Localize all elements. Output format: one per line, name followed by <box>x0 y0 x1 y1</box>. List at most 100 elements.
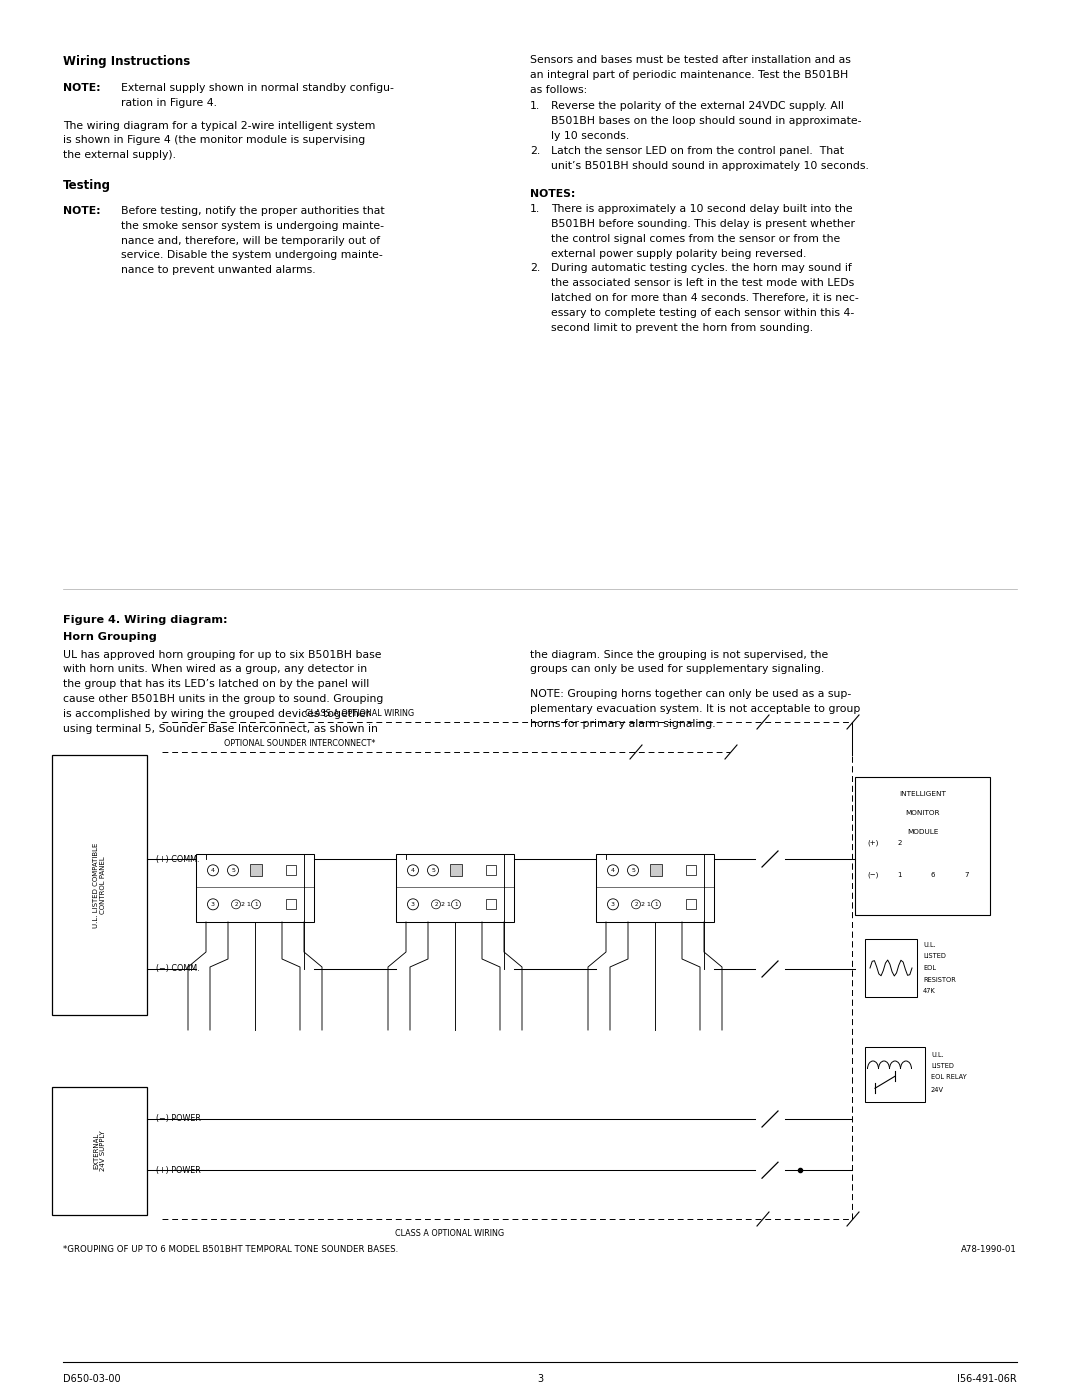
Text: B501BH before sounding. This delay is present whether: B501BH before sounding. This delay is pr… <box>551 219 855 229</box>
Text: 4: 4 <box>211 868 215 873</box>
Text: the smoke sensor system is undergoing mainte-: the smoke sensor system is undergoing ma… <box>121 221 384 231</box>
Bar <box>686 900 696 909</box>
Text: Latch the sensor LED on from the control panel.  That: Latch the sensor LED on from the control… <box>551 145 843 156</box>
Text: LISTED: LISTED <box>931 1063 954 1069</box>
Text: 1.: 1. <box>530 204 540 214</box>
Text: external power supply polarity being reversed.: external power supply polarity being rev… <box>551 249 807 258</box>
Bar <box>52 1087 147 1215</box>
Text: 2 1: 2 1 <box>441 902 451 907</box>
Bar <box>450 865 462 876</box>
Text: 2 1: 2 1 <box>241 902 251 907</box>
Bar <box>596 854 714 922</box>
Text: 2: 2 <box>234 902 238 907</box>
Text: ly 10 seconds.: ly 10 seconds. <box>551 131 630 141</box>
Text: 1: 1 <box>455 902 458 907</box>
Text: using terminal 5, Sounder Base Interconnect, as shown in: using terminal 5, Sounder Base Interconn… <box>63 724 378 733</box>
Bar <box>52 754 147 1016</box>
Text: The wiring diagram for a typical 2-wire intelligent system: The wiring diagram for a typical 2-wire … <box>63 120 376 130</box>
Text: Wiring Instructions: Wiring Instructions <box>63 54 190 68</box>
Bar <box>195 854 314 922</box>
Text: 3: 3 <box>611 902 615 907</box>
Text: INTELLIGENT: INTELLIGENT <box>899 791 946 798</box>
Text: 1: 1 <box>254 902 258 907</box>
Text: EXTERNAL
24V SUPPLY: EXTERNAL 24V SUPPLY <box>93 1130 106 1171</box>
Text: 5: 5 <box>631 868 635 873</box>
Text: as follows:: as follows: <box>530 85 588 95</box>
Text: the group that has its LED’s latched on by the panel will: the group that has its LED’s latched on … <box>63 679 369 689</box>
Text: *GROUPING OF UP TO 6 MODEL B501BHT TEMPORAL TONE SOUNDER BASES.: *GROUPING OF UP TO 6 MODEL B501BHT TEMPO… <box>63 1245 399 1255</box>
Text: CLASS A OPTIONAL WIRING: CLASS A OPTIONAL WIRING <box>306 710 415 718</box>
Text: latched on for more than 4 seconds. Therefore, it is nec-: latched on for more than 4 seconds. Ther… <box>551 293 859 303</box>
Text: 5: 5 <box>231 868 235 873</box>
Text: NOTE:: NOTE: <box>63 205 100 217</box>
Text: During automatic testing cycles. the horn may sound if: During automatic testing cycles. the hor… <box>551 264 852 274</box>
Text: 6: 6 <box>931 872 935 877</box>
Bar <box>396 854 514 922</box>
Text: UL has approved horn grouping for up to six B501BH base: UL has approved horn grouping for up to … <box>63 650 381 659</box>
Text: 24V: 24V <box>931 1087 944 1092</box>
Text: (+) POWER: (+) POWER <box>156 1165 201 1175</box>
Text: Reverse the polarity of the external 24VDC supply. All: Reverse the polarity of the external 24V… <box>551 102 843 112</box>
Text: NOTE:: NOTE: <box>63 82 100 94</box>
Text: the diagram. Since the grouping is not supervised, the: the diagram. Since the grouping is not s… <box>530 650 828 659</box>
Bar <box>486 865 496 876</box>
Text: Sensors and bases must be tested after installation and as: Sensors and bases must be tested after i… <box>530 54 851 66</box>
Text: Figure 4. Wiring diagram:: Figure 4. Wiring diagram: <box>63 615 228 624</box>
Text: (−) POWER: (−) POWER <box>156 1115 201 1123</box>
Text: with horn units. When wired as a group, any detector in: with horn units. When wired as a group, … <box>63 665 367 675</box>
Text: 2.: 2. <box>530 264 540 274</box>
Text: second limit to prevent the horn from sounding.: second limit to prevent the horn from so… <box>551 323 813 332</box>
Bar <box>865 1046 924 1102</box>
Text: 1.: 1. <box>530 102 540 112</box>
Text: D650-03-00: D650-03-00 <box>63 1375 121 1384</box>
Text: LISTED: LISTED <box>923 953 946 960</box>
Text: 2: 2 <box>434 902 437 907</box>
Text: NOTES:: NOTES: <box>530 190 576 200</box>
Text: U.L.: U.L. <box>931 1052 944 1059</box>
Text: NOTE: Grouping horns together can only be used as a sup-: NOTE: Grouping horns together can only b… <box>530 689 851 700</box>
Text: RESISTOR: RESISTOR <box>923 977 956 982</box>
Text: External supply shown in normal standby configu-: External supply shown in normal standby … <box>121 82 394 94</box>
Bar <box>486 900 496 909</box>
Text: EOL RELAY: EOL RELAY <box>931 1074 967 1080</box>
Text: ration in Figure 4.: ration in Figure 4. <box>121 98 217 108</box>
Text: OPTIONAL SOUNDER INTERCONNECT*: OPTIONAL SOUNDER INTERCONNECT* <box>225 739 376 747</box>
Text: essary to complete testing of each sensor within this 4-: essary to complete testing of each senso… <box>551 307 854 317</box>
Text: 4: 4 <box>611 868 615 873</box>
Text: 3: 3 <box>537 1375 543 1384</box>
Text: I56-491-06R: I56-491-06R <box>957 1375 1017 1384</box>
Text: A78-1990-01: A78-1990-01 <box>961 1245 1017 1255</box>
Text: (+) COMM.: (+) COMM. <box>156 855 200 863</box>
Text: groups can only be used for supplementary signaling.: groups can only be used for supplementar… <box>530 665 824 675</box>
Text: MONITOR: MONITOR <box>905 810 940 816</box>
Text: 2.: 2. <box>530 145 540 156</box>
Bar <box>650 865 662 876</box>
Text: EOL: EOL <box>923 965 936 971</box>
Text: 3: 3 <box>211 902 215 907</box>
Text: U.L.: U.L. <box>923 942 935 947</box>
Text: MODULE: MODULE <box>907 828 939 835</box>
Text: 1: 1 <box>654 902 658 907</box>
Text: 7: 7 <box>964 872 969 877</box>
Text: B501BH bases on the loop should sound in approximate-: B501BH bases on the loop should sound in… <box>551 116 862 126</box>
Text: plementary evacuation system. It is not acceptable to group: plementary evacuation system. It is not … <box>530 704 861 714</box>
Text: is shown in Figure 4 (the monitor module is supervising: is shown in Figure 4 (the monitor module… <box>63 136 365 145</box>
Text: 2: 2 <box>634 902 638 907</box>
Text: unit’s B501BH should sound in approximately 10 seconds.: unit’s B501BH should sound in approximat… <box>551 161 869 170</box>
Text: the external supply).: the external supply). <box>63 151 176 161</box>
Bar <box>865 939 917 997</box>
Text: 4: 4 <box>411 868 415 873</box>
Text: U.L. LISTED COMPATIBLE
CONTROL PANEL: U.L. LISTED COMPATIBLE CONTROL PANEL <box>93 842 106 928</box>
Text: is accomplished by wiring the grouped devices together: is accomplished by wiring the grouped de… <box>63 708 370 719</box>
Text: 1: 1 <box>896 872 901 877</box>
Text: the control signal comes from the sensor or from the: the control signal comes from the sensor… <box>551 233 840 244</box>
Text: 47K: 47K <box>923 988 935 995</box>
Text: (−) COMM.: (−) COMM. <box>156 964 200 974</box>
Text: 2: 2 <box>897 840 902 847</box>
Text: CLASS A OPTIONAL WIRING: CLASS A OPTIONAL WIRING <box>395 1229 504 1238</box>
Text: (−): (−) <box>867 872 878 879</box>
Bar <box>249 865 262 876</box>
Bar <box>286 900 296 909</box>
Bar <box>855 777 990 915</box>
Bar <box>286 865 296 876</box>
